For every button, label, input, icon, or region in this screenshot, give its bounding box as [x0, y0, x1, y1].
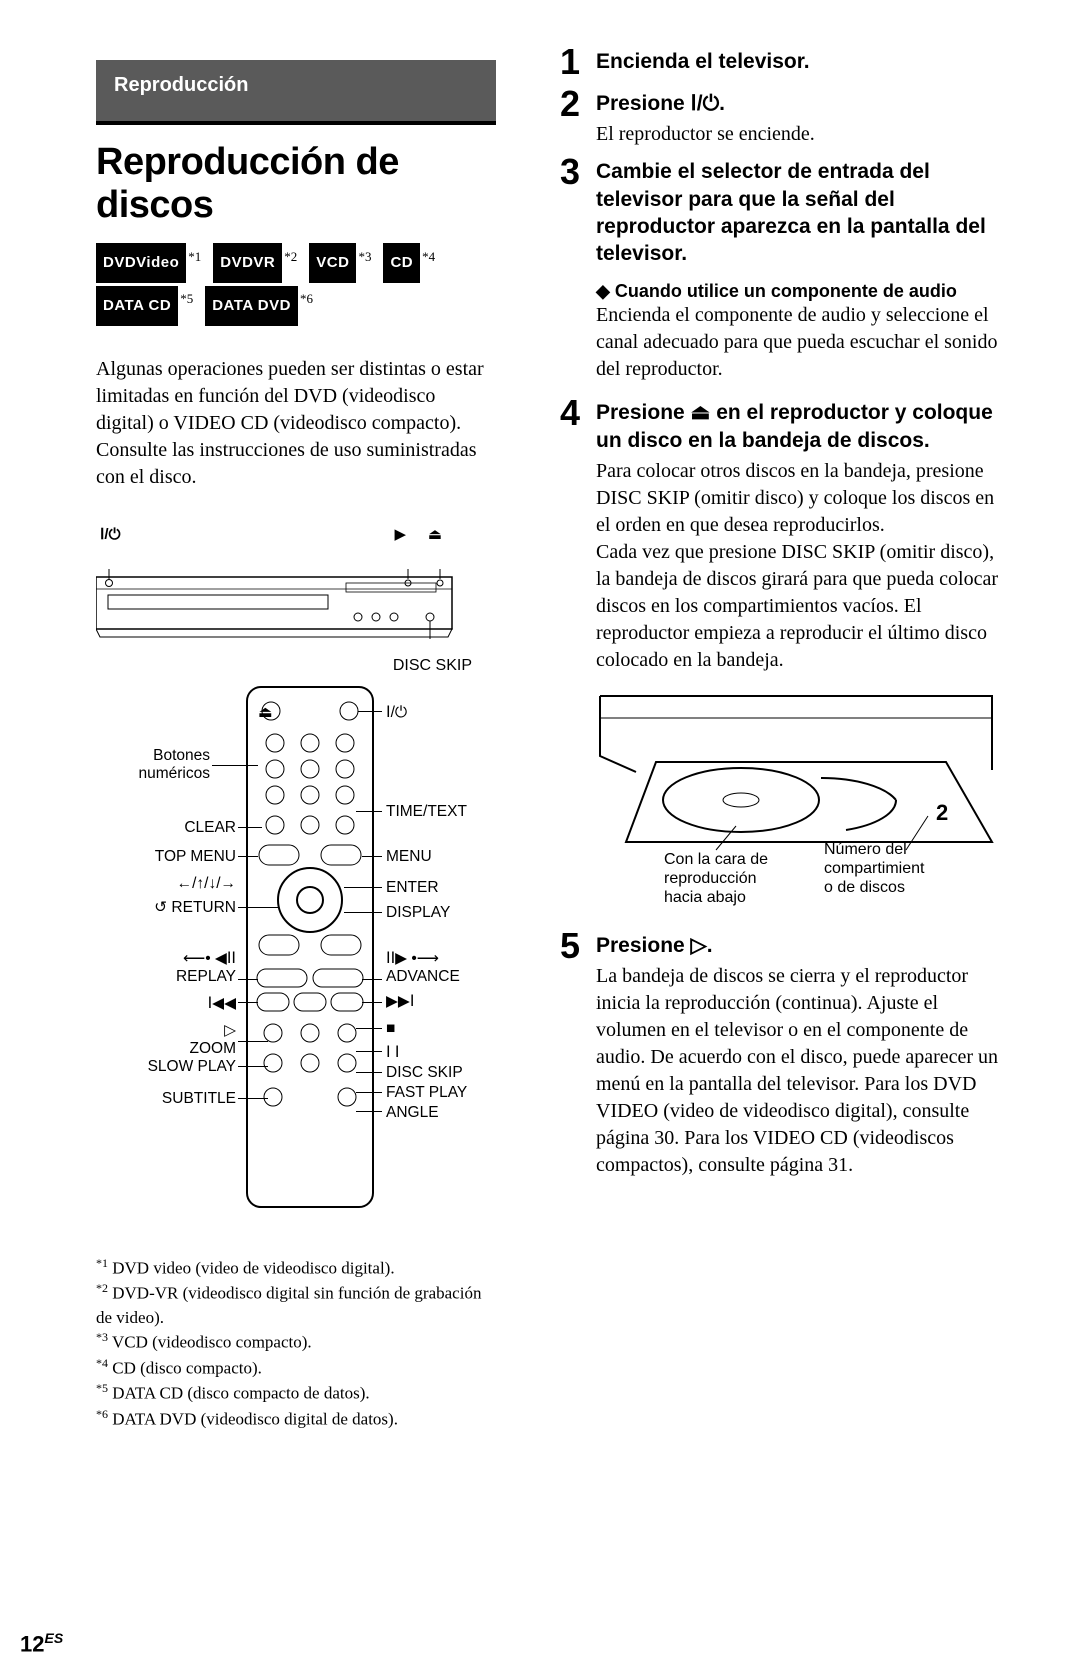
step-4: 4 Presione ⏏ en el reproductor y coloque… [560, 399, 1000, 922]
badge-note: *1 [188, 249, 201, 264]
step-5: 5 Presione ▷. La bandeja de discos se ci… [560, 932, 1000, 1179]
step-text: Para colocar otros discos en la bandeja,… [596, 458, 1000, 674]
badge-data-dvd: DATA DVD [205, 286, 298, 326]
step-heading: Presione Ⅰ/⏻. [596, 90, 1000, 117]
eject-icon: ⏏ [428, 525, 442, 543]
badge-data-cd: DATA CD [96, 286, 178, 326]
badge-note: *3 [358, 249, 371, 264]
step-heading: Presione ▷. [596, 932, 1000, 959]
remote-label-clear: CLEAR [96, 819, 236, 837]
eject-icon: ⏏ [258, 703, 273, 722]
format-badges: DVDVideo*1 DVDVR*2 VCD*3 CD*4 DATA CD*5 … [96, 241, 496, 326]
left-column: Reproducción Reproducción de discos DVDV… [96, 48, 496, 1629]
footnote-mark: *4 [96, 1356, 108, 1370]
footnote-text: DATA CD (disco compacto de datos). [112, 1384, 369, 1403]
remote-label-next: ▶▶Ⅰ [386, 992, 414, 1011]
remote-label-top-menu: TOP MENU [96, 848, 236, 866]
footnote-text: VCD (videodisco compacto). [112, 1333, 312, 1352]
badge-vcd: VCD [309, 243, 356, 283]
remote-label-numeric: Botones numéricos [96, 747, 210, 783]
remote-label-replay: ⟵• ◀ⅠⅠ REPLAY [96, 949, 236, 986]
remote-label-advance: ⅠⅠ▶ •⟶ ADVANCE [386, 949, 460, 986]
intro-paragraph: Algunas operaciones pueden ser distintas… [96, 356, 496, 491]
disc-skip-label: DISC SKIP [393, 657, 472, 675]
disc-tray-svg: 2 [596, 692, 996, 867]
footnote-mark: *1 [96, 1256, 108, 1270]
remote-label-zoom: ▷ ZOOM [96, 1021, 236, 1058]
step-2: 2 Presione Ⅰ/⏻. El reproductor se encien… [560, 90, 1000, 148]
footnote-mark: *6 [96, 1407, 108, 1421]
page-columns: Reproducción Reproducción de discos DVDV… [96, 48, 1000, 1629]
step-3: 3 Cambie el selector de entrada del tele… [560, 158, 1000, 383]
badge-note: *2 [284, 249, 297, 264]
remote-label-display: DISPLAY [386, 904, 450, 922]
remote-label-fast-play: FAST PLAY [386, 1084, 467, 1102]
remote-label-stop: ■ [386, 1020, 395, 1038]
remote-label-arrows: ←/↑/↓/→ [96, 875, 236, 893]
badge-note: *4 [422, 249, 435, 264]
remote-label-menu: MENU [386, 848, 432, 866]
remote-label-disc-skip: DISC SKIP [386, 1064, 463, 1082]
remote-label-prev: Ⅰ◀◀ [96, 994, 236, 1013]
page-number: 12ES [20, 1630, 63, 1657]
step-text: La bandeja de discos se cierra y el repr… [596, 963, 1000, 1179]
badge-cd: CD [383, 243, 420, 283]
step-heading: Encienda el televisor. [596, 48, 1000, 75]
badge-dvd-video: DVDVideo [96, 243, 186, 283]
remote-diagram: ⏏ Botones numéricos CLEAR TOP MENU ←/↑/↓… [96, 685, 496, 1225]
remote-label-subtitle: SUBTITLE [96, 1090, 236, 1108]
footnote-mark: *3 [96, 1330, 108, 1344]
footnote-text: DVD-VR (videodisco digital sin función d… [96, 1284, 481, 1327]
page-title: Reproducción de discos [96, 141, 496, 227]
badge-note: *5 [180, 291, 193, 306]
step-subheading: Cuando utilice un componente de audio [596, 281, 1000, 302]
step-1: 1 Encienda el televisor. [560, 48, 1000, 80]
remote-label-slow-play: SLOW PLAY [96, 1058, 236, 1076]
step-heading: Presione ⏏ en el reproductor y coloque u… [596, 399, 1000, 454]
footnote-text: DATA DVD (videodisco digital de datos). [112, 1409, 398, 1428]
play-icon: ▶ [394, 525, 406, 543]
power-icon: Ⅰ/⏻ [100, 525, 120, 543]
badge-note: *6 [300, 291, 313, 306]
step-number: 2 [560, 86, 596, 148]
right-column: 1 Encienda el televisor. 2 Presione Ⅰ/⏻.… [560, 48, 1000, 1629]
footnote-text: CD (disco compacto). [112, 1358, 262, 1377]
footnote-text: DVD video (video de videodisco digital). [112, 1258, 394, 1277]
footnote-mark: *2 [96, 1281, 108, 1295]
step-number: 3 [560, 154, 596, 383]
step-heading: Cambie el selector de entrada del televi… [596, 158, 1000, 267]
footnote-mark: *5 [96, 1381, 108, 1395]
step-text: El reproductor se enciende. [596, 121, 1000, 148]
remote-label-time-text: TIME/TEXT [386, 803, 467, 821]
step-text: Encienda el componente de audio y selecc… [596, 302, 1000, 383]
step-number: 5 [560, 928, 596, 1179]
remote-label-pause: Ⅰ Ⅰ [386, 1043, 399, 1062]
footnotes: *1 DVD video (video de videodisco digita… [96, 1255, 496, 1432]
badge-dvd-vr: DVDVR [213, 243, 282, 283]
remote-body-svg [245, 685, 375, 1215]
tray-diagram: 2 Con la cara de reproducción hacia abaj… [596, 692, 1000, 922]
remote-label-enter: ENTER [386, 879, 439, 897]
remote-label-angle: ANGLE [386, 1104, 439, 1122]
tray-label-compartment: Número del compartimient o de discos [824, 840, 924, 898]
svg-text:2: 2 [936, 800, 948, 825]
player-diagram: Ⅰ/⏻ ▶ ⏏ DISC [96, 525, 496, 675]
step-number: 1 [560, 44, 596, 80]
remote-label-return: ↺ RETURN [96, 898, 236, 917]
player-body-svg [96, 569, 456, 639]
step-number: 4 [560, 395, 596, 922]
remote-label-power: Ⅰ/⏻ [386, 703, 407, 722]
tray-label-face-down: Con la cara de reproducción hacia abajo [664, 850, 768, 908]
section-tab: Reproducción [96, 60, 496, 125]
